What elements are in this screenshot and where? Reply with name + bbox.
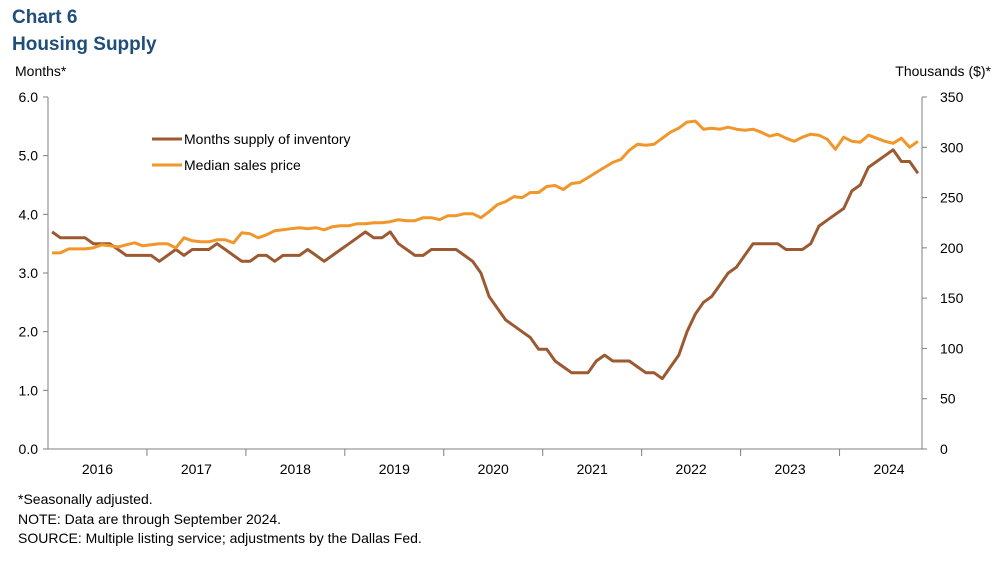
y-right-tick-label: 200 (940, 240, 964, 256)
y-axis-right-title: Thousands ($)* (895, 63, 991, 79)
y-right-tick-label: 50 (940, 391, 956, 407)
x-year-label: 2021 (577, 461, 608, 477)
y-left-tick-label: 2.0 (19, 324, 39, 340)
y-right-tick-label: 300 (940, 139, 964, 155)
y-right-tick-label: 350 (940, 89, 964, 105)
y-right-tick-label: 250 (940, 190, 964, 206)
y-left-tick-label: 6.0 (19, 89, 39, 105)
y-left-tick-label: 5.0 (19, 148, 39, 164)
series-lines (51, 119, 920, 381)
chart-number: Chart 6 (12, 7, 78, 28)
legend-label-price: Median sales price (184, 157, 301, 173)
footnote-source: SOURCE: Multiple listing service; adjust… (18, 530, 422, 546)
y-axis-left-title: Months* (15, 63, 67, 79)
axes: 0.0 1.0 2.0 3.0 4.0 5.0 6.0 0 50 100 150 200 250 300 3… (19, 89, 964, 477)
y-right-tick-label: 150 (940, 290, 964, 306)
y-left-tick-label: 0.0 (19, 441, 39, 457)
legend-label-inventory: Months supply of inventory (184, 131, 351, 147)
x-year-label: 2017 (181, 461, 212, 477)
y-left-tick-label: 1.0 (19, 382, 39, 398)
series-line-inventory (51, 148, 920, 381)
footnote-note: NOTE: Data are through September 2024. (18, 511, 282, 527)
chart-title: Housing Supply (12, 34, 157, 55)
y-left-tick-label: 4.0 (19, 206, 39, 222)
series-line-price (52, 119, 919, 255)
legend: Months supply of inventory Median sales … (152, 131, 351, 173)
footnote-seasonal: *Seasonally adjusted. (18, 491, 153, 507)
x-year-label: 2020 (478, 461, 509, 477)
y-left-tick-label: 3.0 (19, 265, 39, 281)
x-year-label: 2023 (774, 461, 805, 477)
y-right-tick-label: 100 (940, 340, 964, 356)
y-right-tick-label: 0 (940, 441, 948, 457)
x-year-label: 2019 (379, 461, 410, 477)
x-year-label: 2018 (280, 461, 311, 477)
x-year-label: 2024 (873, 461, 904, 477)
x-year-label: 2016 (82, 461, 113, 477)
x-year-label: 2022 (676, 461, 707, 477)
